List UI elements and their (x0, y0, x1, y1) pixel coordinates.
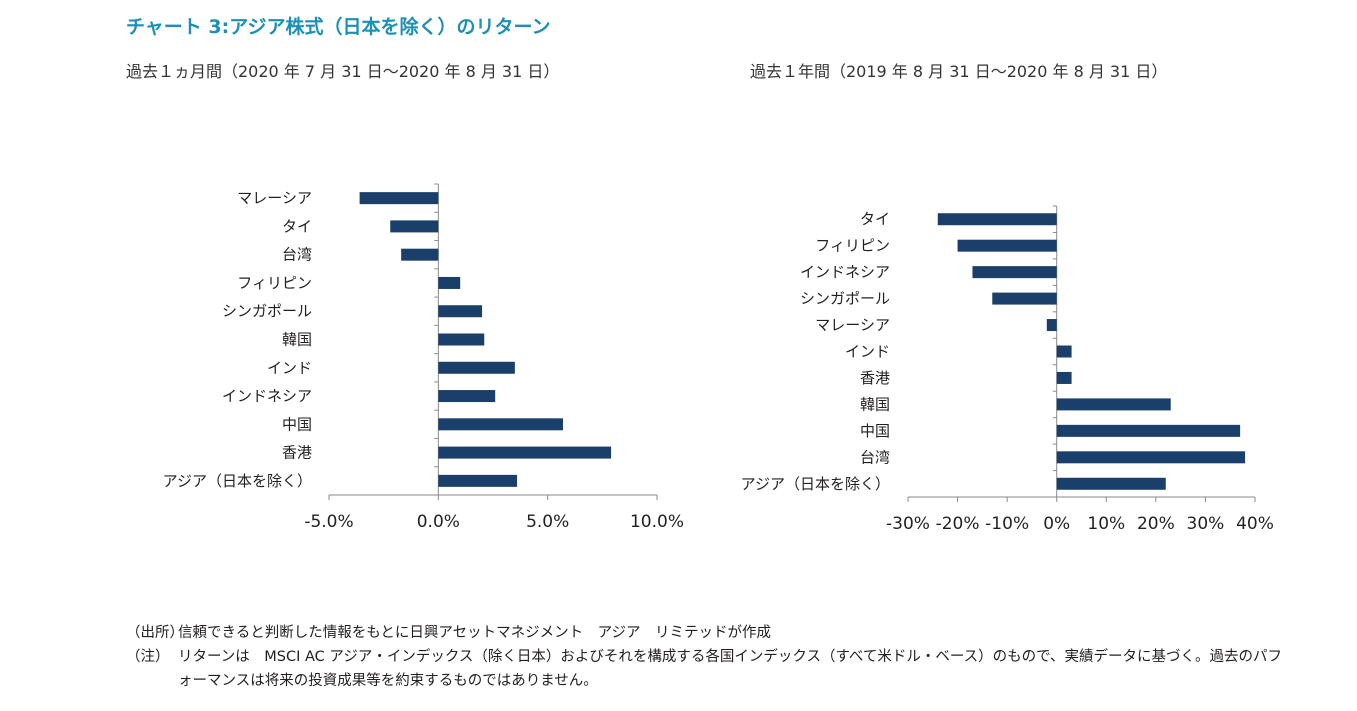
chart-2-x-tick-label: 20% (1137, 514, 1175, 534)
chart-1-bar (438, 276, 461, 289)
chart-2-category-label: 韓国 (860, 395, 890, 413)
chart-1-category-label: マレーシア (237, 189, 312, 207)
chart-2-x-tick-label: 0% (1043, 514, 1070, 534)
chart-1-bar (438, 333, 485, 346)
chart-1-title: 過去１ヵ月間（2020 年 7 月 31 日～2020 年 8 月 31 日） (126, 62, 560, 81)
chart-2-bar (1056, 398, 1171, 411)
chart-1-bar (438, 390, 496, 403)
chart-2-x-tick-label: -30% (886, 514, 930, 534)
chart-2-bar (937, 213, 1057, 226)
chart-1-plot: マレーシアタイ台湾フィリピンシンガポール韓国インドインドネシア中国香港アジア（日… (163, 183, 684, 532)
chart-2-x-tick-label: -20% (936, 514, 980, 534)
chart-1-category-label: シンガポール (222, 302, 312, 320)
chart-2-x-tick-label: 30% (1187, 514, 1225, 534)
chart-2-category-label: タイ (860, 210, 890, 228)
chart-2-title: 過去１年間（2019 年 8 月 31 日～2020 年 8 月 31 日） (750, 62, 1168, 81)
chart-1-bar (438, 446, 612, 459)
chart-1-category-label: インドネシア (222, 387, 312, 405)
chart-2-bar (1056, 424, 1241, 437)
source-note-head: （出所） (126, 625, 184, 641)
chart-1-x-tick-label: 10.0% (630, 512, 684, 532)
chart-2-bar (1056, 451, 1246, 464)
chart-1-bar (438, 474, 518, 487)
chart-2-category-label: インド (845, 343, 890, 361)
footnotes: （出所） 信頼できると判断した情報をもとに日興アセットマネジメント アジア リミ… (126, 621, 1288, 693)
chart-2-bar (1056, 345, 1072, 358)
chart-2-x-tick-label: 10% (1087, 514, 1125, 534)
chart-1-category-label: インド (267, 359, 312, 377)
chart-2-category-label: インドネシア (800, 263, 890, 281)
disclaimer-note-body: リターンは MSCI AC アジア・インデックス（除く日本）およびそれを構成する… (178, 649, 1283, 689)
chart-1-category-label: 韓国 (282, 331, 312, 349)
chart-2-category-label: 香港 (860, 369, 890, 387)
chart-1-x-tick-label: -5.0% (304, 512, 353, 532)
chart-2-bar (972, 266, 1057, 279)
page-title: チャート 3:アジア株式（日本を除く）のリターン (126, 16, 551, 38)
chart-1-bar (359, 192, 439, 205)
chart-2-x-tick-label: -10% (985, 514, 1029, 534)
chart-2-bar (1056, 371, 1072, 384)
chart-2-category-label: アジア（日本を除く） (741, 475, 890, 493)
chart-1-category-label: タイ (282, 217, 312, 235)
chart-1-bar (401, 248, 439, 261)
chart-2-x-tick-label: 40% (1236, 514, 1274, 534)
chart-2-category-label: 中国 (860, 422, 890, 440)
chart-1-category-label: 台湾 (282, 246, 312, 264)
chart-1-x-tick-label: 5.0% (526, 512, 569, 532)
disclaimer-note-head: （注） (126, 649, 170, 665)
chart-2-bar (1046, 319, 1057, 332)
chart-1-bar (390, 220, 439, 233)
chart-1-category-label: フィリピン (237, 274, 312, 292)
chart-2-plot: タイフィリピンインドネシアシンガポールマレーシアインド香港韓国中国台湾アジア（日… (741, 205, 1274, 534)
chart-1-bar (438, 418, 563, 431)
chart-2-bar (992, 292, 1057, 305)
chart-1-category-label: 香港 (282, 444, 312, 462)
source-note: （出所） 信頼できると判断した情報をもとに日興アセットマネジメント アジア リミ… (126, 621, 1288, 645)
chart-2-category-label: 台湾 (860, 448, 890, 466)
chart-1-category-label: 中国 (282, 415, 312, 433)
chart-2-bar (957, 239, 1057, 252)
chart-1-x-tick-label: 0.0% (417, 512, 460, 532)
chart-2-category-label: フィリピン (815, 237, 890, 255)
chart-2-bar (1056, 477, 1166, 490)
chart-1-bar (438, 305, 483, 318)
chart-1-category-label: アジア（日本を除く） (163, 472, 312, 490)
chart-2-category-label: マレーシア (815, 316, 890, 334)
chart-2-category-label: シンガポール (800, 290, 890, 308)
chart-1-bar (438, 361, 515, 374)
disclaimer-note: （注） リターンは MSCI AC アジア・インデックス（除く日本）およびそれを… (126, 645, 1288, 693)
source-note-body: 信頼できると判断した情報をもとに日興アセットマネジメント アジア リミテッドが作… (178, 625, 772, 641)
